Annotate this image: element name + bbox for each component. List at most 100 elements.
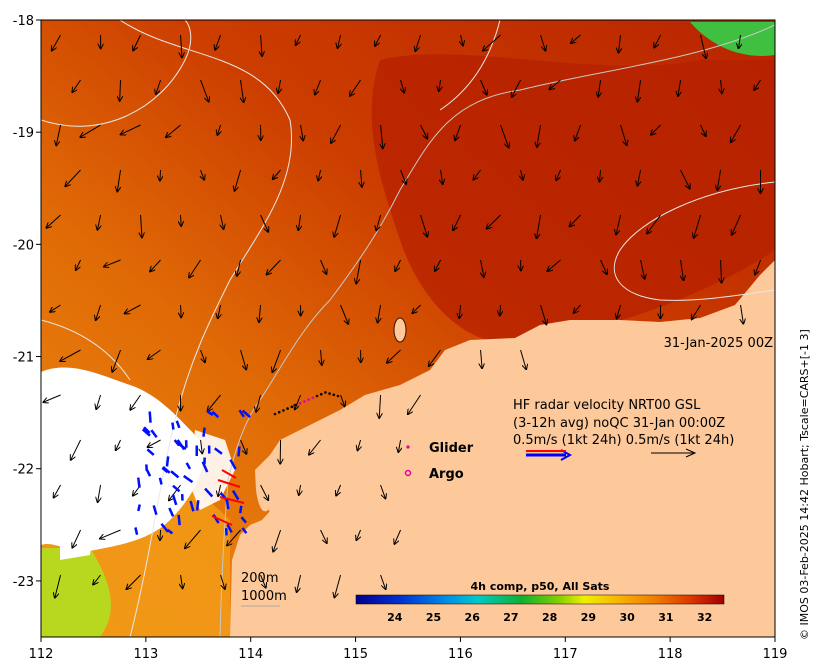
velocity-arrow [731,124,741,142]
glider-point [324,391,327,394]
radar-arrow-blue [211,410,220,419]
velocity-arrow [334,574,342,597]
velocity-arrow [617,304,622,318]
velocity-arrow [570,214,581,226]
island [393,317,407,343]
velocity-arrow [185,529,201,548]
radar-arrow-blue [150,429,158,438]
velocity-arrow [56,124,62,145]
radar-arrow-blue [229,459,237,470]
velocity-arrow [181,34,182,57]
velocity-arrow [256,394,262,412]
radar-arrow-blue [202,427,206,437]
velocity-arrow [98,214,101,230]
credit-text: © IMOS 03-Feb-2025 14:42 Hobart; Tscale=… [798,329,811,640]
velocity-arrow [331,124,341,143]
x-tick-label: 118 [658,647,683,662]
velocity-arrow [692,304,701,319]
velocity-arrow [640,259,645,279]
x-tick-label: 116 [448,647,473,662]
velocity-arrow [700,34,706,58]
radar-arrow-red [221,469,237,479]
velocity-vectors [43,34,762,598]
velocity-arrow [298,214,300,230]
radar-arrow-blue [177,514,181,526]
velocity-arrow [148,349,161,359]
warm-water-region [371,54,775,344]
velocity-arrow [166,124,181,137]
velocity-arrow [394,529,402,544]
velocity-arrow [71,439,82,460]
velocity-arrow [272,349,282,372]
radar-arrow-blue [240,516,247,524]
velocity-arrow [299,484,301,495]
radar-arrow-blue [168,507,175,517]
x-axis: 112 113 114 115 116 117 118 119 [29,637,787,662]
radar-info-line2: (3-12h avg) noQC 31-Jan 00:00Z [513,416,725,431]
radar-arrow-blue [171,494,178,506]
model-scale-arrow [651,448,697,458]
velocity-arrow [694,214,702,238]
colorbar-tick-label: 31 [658,611,673,624]
velocity-arrow [260,574,266,588]
radar-arrow-blue [137,504,141,512]
velocity-arrow [678,79,681,96]
velocity-arrow [148,439,161,447]
velocity-arrow [50,304,61,312]
velocity-arrow [400,169,407,184]
velocity-arrow [201,169,205,180]
velocity-arrow [200,349,205,362]
map-plot-area [41,20,775,637]
velocity-arrow [240,439,247,454]
velocity-arrow [55,574,62,598]
velocity-arrow [540,304,547,324]
colorbar-tick-label: 30 [620,611,636,624]
glider-point [332,393,336,397]
velocity-arrow [620,124,627,145]
radar-arrow-blue [173,439,181,447]
radar-arrow-blue [231,489,240,501]
radar-arrow-blue [143,426,151,434]
velocity-arrow [755,259,762,274]
velocity-arrow [296,34,302,45]
radar-arrow-red [217,479,241,488]
velocity-arrow [112,349,122,372]
velocity-arrow [459,304,460,318]
velocity-arrow [52,34,61,51]
velocity-arrow [76,259,82,270]
velocity-arrow [181,304,182,317]
x-tick-label: 114 [238,647,263,662]
colorbar-tick-label: 32 [697,611,712,624]
glider-point [282,409,285,412]
radar-arrow-blue [185,462,192,470]
velocity-arrow [320,259,327,274]
radar-arrow-blue [206,409,214,417]
velocity-arrow [378,304,381,322]
velocity-arrow [395,259,402,271]
velocity-arrow [220,574,225,589]
velocity-arrow [481,259,484,277]
velocity-arrow [237,259,242,276]
velocity-arrow [120,79,121,101]
colorbar: 4h comp, p50, All Sats 24 25 26 27 28 29 30 31 3… [355,580,725,624]
velocity-arrow [487,214,501,229]
velocity-arrow [98,484,101,502]
velocity-arrow [616,214,622,234]
velocity-arrow [441,169,443,184]
radar-arrow-blue [195,500,200,511]
velocity-arrow [358,439,361,450]
velocity-arrow [480,79,487,95]
velocity-arrow [104,259,121,267]
glider-point [328,392,331,395]
radar-arrow-blue [189,500,195,512]
velocity-arrow [141,214,142,237]
velocity-arrow [599,169,600,181]
velocity-arrow [439,79,441,91]
radar-arrow-blue [134,527,139,535]
velocity-arrow [47,214,61,228]
velocity-arrow [549,79,561,89]
australia-land [230,260,775,637]
velocity-arrow [739,34,741,48]
velocity-arrow [181,214,182,226]
